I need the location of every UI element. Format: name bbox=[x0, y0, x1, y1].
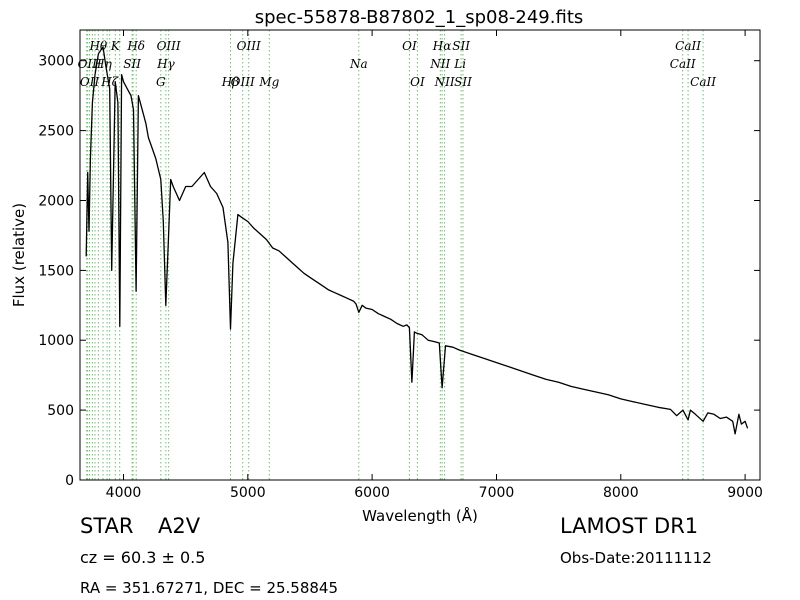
line-label-4: OIII bbox=[237, 39, 261, 53]
x-tick-label-1: 5000 bbox=[230, 485, 266, 501]
line-label-8: CaII bbox=[675, 39, 701, 53]
line-label-1: K bbox=[110, 39, 121, 53]
line-label-20: Hβ bbox=[221, 75, 239, 89]
line-label-24: NII bbox=[434, 75, 455, 89]
y-tick-label-1: 500 bbox=[47, 403, 74, 419]
line-label-17: OII bbox=[80, 75, 100, 89]
coordinates-readout: RA = 351.67271, DEC = 25.58845 bbox=[80, 579, 339, 597]
y-tick-label-0: 0 bbox=[65, 473, 74, 489]
y-ticks: 0 500 1000 1500 2000 2500 3000 bbox=[38, 54, 760, 489]
x-tick-label-5: 9000 bbox=[727, 485, 763, 501]
y-tick-label-2: 1000 bbox=[38, 333, 74, 349]
series-layer bbox=[85, 46, 749, 435]
x-tick-label-0: 4000 bbox=[106, 485, 142, 501]
survey-name: LAMOST DR1 bbox=[560, 514, 699, 538]
plot-frame bbox=[79, 29, 761, 481]
y-tick-label-5: 2500 bbox=[38, 124, 74, 140]
x-ticks: 4000 5000 6000 7000 8000 9000 bbox=[106, 30, 763, 501]
spectral-class: STAR bbox=[80, 514, 134, 538]
line-marks bbox=[86, 30, 704, 480]
line-label-23: OI bbox=[410, 75, 425, 89]
spectral-subclass: A2V bbox=[158, 514, 201, 538]
line-label-18: Hζ bbox=[100, 75, 119, 89]
chart-title: spec-55878-B87802_1_sp08-249.fits bbox=[255, 7, 584, 28]
line-label-3: OIII bbox=[157, 39, 181, 53]
line-label-19: G bbox=[156, 75, 166, 89]
x-tick-label-2: 6000 bbox=[354, 485, 390, 501]
line-label-21: OIII bbox=[231, 75, 255, 89]
x-axis-label: Wavelength (Å) bbox=[362, 506, 478, 525]
line-label-16: CaII bbox=[670, 57, 696, 71]
observation-date: Obs-Date:20111112 bbox=[560, 549, 712, 567]
line-label-6: Hα bbox=[432, 39, 452, 53]
line-label-22: Mg bbox=[258, 75, 279, 89]
redshift-readout: cz = 60.3 ± 0.5 bbox=[80, 548, 206, 567]
line-label-15: Li bbox=[453, 57, 466, 71]
y-tick-label-6: 3000 bbox=[38, 54, 74, 70]
x-tick-label-3: 7000 bbox=[479, 485, 515, 501]
line-label-11: SII bbox=[123, 57, 141, 71]
y-tick-label-3: 1500 bbox=[38, 263, 74, 279]
x-tick-label-4: 8000 bbox=[603, 485, 639, 501]
line-label-13: Na bbox=[349, 57, 368, 71]
y-tick-label-4: 2000 bbox=[38, 194, 74, 210]
line-label-14: NII bbox=[429, 57, 450, 71]
y-axis-label: Flux (relative) bbox=[10, 203, 28, 307]
line-label-0: Hθ bbox=[88, 39, 107, 53]
line-label-5: OI bbox=[402, 39, 417, 53]
line-label-7: SII bbox=[452, 39, 470, 53]
line-label-2: Hδ bbox=[126, 39, 145, 53]
line-label-10: Hη bbox=[93, 57, 112, 71]
line-label-25: SII bbox=[454, 75, 472, 89]
line-label-12: Hγ bbox=[156, 57, 175, 71]
spectrum-line-0 bbox=[85, 46, 749, 435]
line-label-26: CaII bbox=[690, 75, 716, 89]
